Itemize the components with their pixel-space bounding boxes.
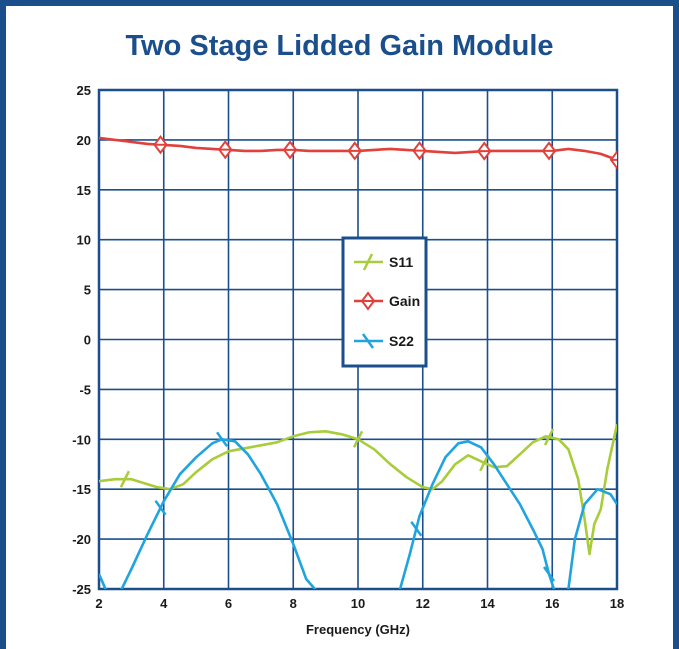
legend-label: S22: [389, 333, 414, 349]
x-tick-label: 18: [610, 596, 624, 611]
marker-gain: [412, 141, 427, 161]
marker-s22: [216, 431, 229, 448]
marker-s22: [542, 566, 556, 582]
legend-marker: [361, 333, 375, 349]
legend-label: S11: [389, 254, 413, 270]
marker-gain: [541, 141, 557, 161]
y-tick-label: 15: [77, 183, 91, 198]
y-tick-label: -25: [72, 582, 91, 597]
x-tick-label: 14: [480, 596, 495, 611]
plot-area-border: [97, 88, 619, 591]
x-tick-label: 12: [416, 596, 430, 611]
series-s22: [99, 431, 617, 589]
x-tick-label: 4: [160, 596, 168, 611]
x-tick-label: 2: [95, 596, 102, 611]
y-tick-label: 25: [77, 83, 91, 98]
series-layer: [99, 135, 617, 589]
marker-s11: [543, 428, 555, 446]
marker-gain: [477, 141, 492, 161]
marker-s22: [154, 500, 167, 516]
legend-marker: [360, 291, 376, 311]
series-s11: [99, 424, 617, 556]
series-line-s22: [99, 438, 617, 589]
x-tick-label: 10: [351, 596, 365, 611]
legend-item-s11: S11: [354, 253, 413, 271]
y-tick-label: 5: [84, 283, 91, 298]
series-gain: [99, 135, 617, 170]
series-line-s11: [99, 424, 617, 556]
y-tick-label: 20: [77, 133, 91, 148]
x-axis-label: Frequency (GHz): [306, 622, 410, 637]
marker-s11: [119, 470, 131, 488]
marker-s22: [410, 521, 423, 537]
marker-s11: [352, 430, 364, 448]
legend-marker: [362, 253, 374, 271]
y-tick-label: 0: [84, 333, 91, 348]
frame-left-border: [0, 0, 6, 649]
legend: S11 Gain S22: [341, 236, 428, 368]
y-tick-label: -15: [72, 482, 91, 497]
y-tick-label: 10: [77, 233, 91, 248]
frame-top-border: [0, 0, 679, 6]
chart-title: Two Stage Lidded Gain Module: [125, 30, 554, 62]
marker-gain: [153, 135, 168, 155]
marker-gain: [218, 140, 233, 160]
marker-gain: [609, 150, 617, 170]
x-axis-ticks: 2 4 6 8 10 12 14 16 18: [95, 596, 624, 611]
legend-label: Gain: [389, 293, 420, 309]
y-tick-label: -20: [72, 532, 91, 547]
x-tick-label: 6: [225, 596, 232, 611]
y-axis-ticks: 25 20 15 10 5 0 -5 -10 -15 -20 -25: [72, 83, 91, 597]
frame-right-border: [673, 0, 679, 649]
legend-item-gain: Gain: [354, 291, 420, 311]
marker-gain: [347, 141, 363, 161]
y-tick-label: -5: [79, 382, 91, 397]
marker-gain: [282, 140, 298, 160]
x-tick-label: 16: [545, 596, 559, 611]
marker-s11: [479, 454, 490, 472]
x-tick-label: 8: [290, 596, 297, 611]
y-tick-label: -10: [72, 432, 91, 447]
legend-item-s22: S22: [354, 333, 414, 349]
